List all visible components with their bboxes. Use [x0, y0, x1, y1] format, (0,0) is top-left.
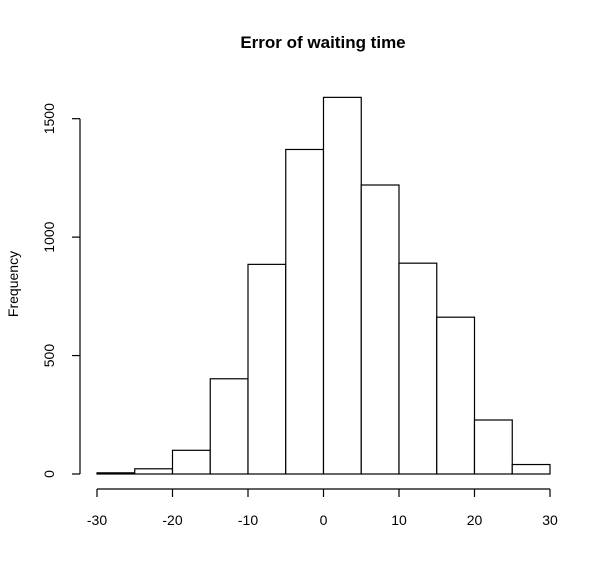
histogram-bar	[96, 472, 136, 475]
histogram-bar	[247, 263, 287, 475]
x-axis: -30 -20 -10 0 10 20 30	[87, 488, 558, 528]
x-tick-label: -10	[238, 512, 258, 528]
y-tick-label: 0	[41, 470, 57, 478]
y-tick-label: 1000	[41, 221, 57, 252]
histogram-bar	[209, 378, 249, 475]
x-tick-label: -20	[162, 512, 182, 528]
y-tick-label: 500	[41, 344, 57, 368]
histogram-bar	[511, 463, 551, 475]
histogram-bar	[436, 316, 476, 475]
histogram-bar	[171, 449, 211, 475]
histogram-bar	[473, 419, 513, 475]
y-axis-label: Frequency	[5, 251, 21, 317]
histogram-bar	[398, 262, 438, 475]
x-tick-label: -30	[87, 512, 107, 528]
histogram-bar	[285, 148, 325, 475]
x-tick-label: 0	[320, 512, 328, 528]
chart-title: Error of waiting time	[240, 33, 405, 52]
bars-group	[96, 96, 551, 475]
y-axis: 0 500 1000 1500	[41, 103, 81, 478]
x-tick-label: 10	[391, 512, 407, 528]
histogram-bar	[322, 96, 362, 475]
y-tick-label: 1500	[41, 103, 57, 134]
histogram-bar	[360, 184, 400, 475]
x-tick-label: 30	[542, 512, 558, 528]
x-tick-label: 20	[467, 512, 483, 528]
histogram-bar	[134, 468, 174, 475]
